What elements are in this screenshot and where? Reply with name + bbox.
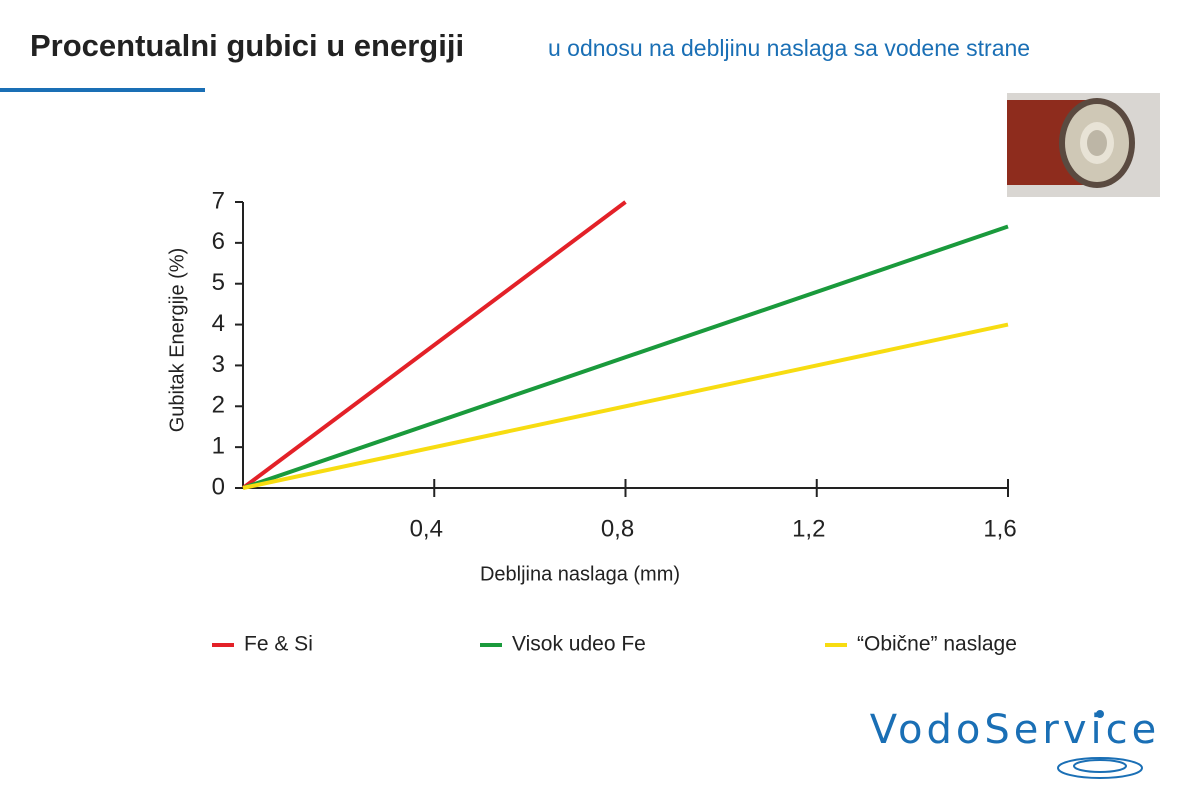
y-axis-label: Gubitak Energije (%)	[166, 248, 188, 433]
legend-label: “Obične” naslage	[857, 633, 1017, 656]
x-tick-label: 1,2	[792, 515, 825, 542]
logo-text: VodoService	[870, 707, 1160, 753]
x-tick-label: 1,6	[983, 515, 1016, 542]
x-tick-label: 0,8	[601, 515, 634, 542]
y-tick-label: 6	[212, 228, 225, 255]
y-tick-label: 5	[212, 269, 225, 296]
series-line	[241, 200, 627, 490]
y-tick-label: 1	[212, 432, 225, 459]
x-axis-label: Debljina naslaga (mm)	[480, 563, 680, 585]
pipe-photo	[1007, 93, 1160, 197]
y-tick-label: 3	[212, 351, 225, 378]
logo: VodoService	[870, 707, 1160, 779]
x-tick-label: 0,4	[410, 515, 443, 542]
chart-title: Procentualni gubici u energiji	[30, 28, 464, 63]
chart-subtitle: u odnosu na debljinu naslaga sa vodene s…	[548, 35, 1030, 61]
y-tick-label: 2	[212, 392, 225, 419]
series-line	[242, 322, 1009, 490]
legend-label: Visok udeo Fe	[512, 633, 646, 656]
y-tick-label: 4	[212, 310, 225, 337]
title-underline	[0, 88, 205, 92]
y-tick-label: 7	[212, 187, 225, 214]
series-line	[242, 224, 1009, 490]
y-tick-label: 0	[212, 473, 225, 500]
legend-label: Fe & Si	[244, 633, 313, 656]
